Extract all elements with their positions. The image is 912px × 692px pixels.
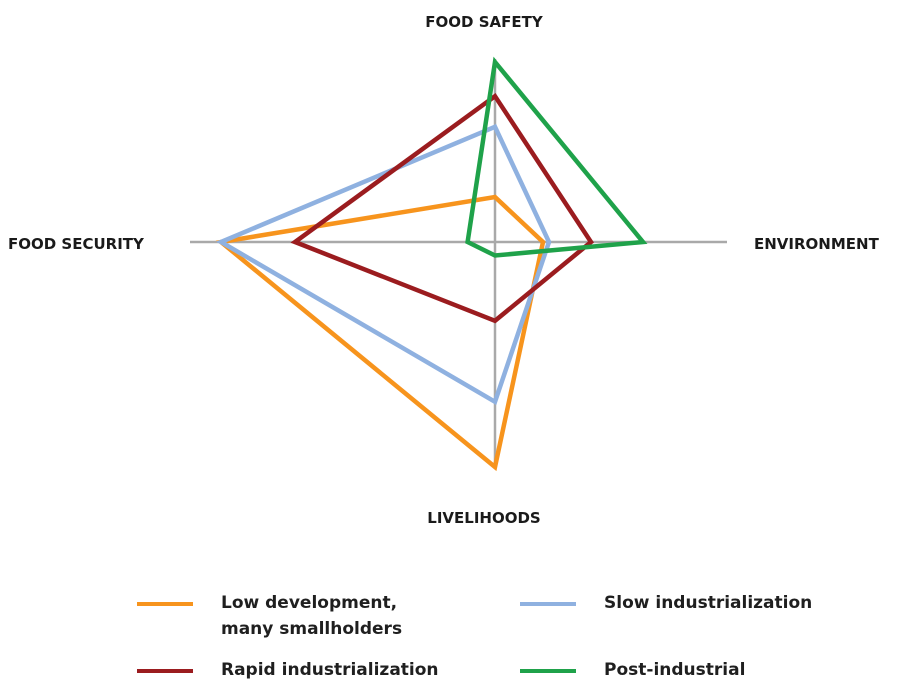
series-group	[215, 56, 648, 472]
axes	[190, 59, 727, 467]
series-rapid-industrialization	[290, 92, 594, 324]
axis-label-food-security: FOOD SECURITY	[8, 235, 145, 253]
legend-swatch-slow-industrialization	[520, 602, 576, 606]
radar-chart: FOOD SAFETY ENVIRONMENT LIVELIHOODS FOOD…	[8, 13, 880, 527]
legend-swatch-low-development	[137, 602, 193, 606]
series-post-industrial	[465, 56, 648, 258]
legend-label-post-industrial: Post-industrial	[604, 660, 746, 680]
legend-swatch-rapid-industrialization	[137, 669, 193, 673]
legend-item-post-industrial: Post-industrial	[520, 657, 745, 683]
legend-label-rapid-industrialization: Rapid industrialization	[221, 660, 439, 680]
axis-label-environment: ENVIRONMENT	[754, 235, 880, 253]
legend-label-low-development: Low development, many smallholders	[221, 593, 403, 639]
series-slow-industrialization	[215, 123, 552, 406]
legend: Low development, many smallholders Slow …	[0, 580, 912, 692]
legend-item-rapid-industrialization: Rapid industrialization	[137, 657, 439, 683]
legend-label-slow-industrialization: Slow industrialization	[604, 593, 813, 613]
axis-label-food-safety: FOOD SAFETY	[425, 13, 544, 31]
legend-item-slow-industrialization: Slow industrialization	[520, 590, 812, 616]
legend-item-low-development: Low development, many smallholders	[137, 590, 402, 642]
legend-swatch-post-industrial	[520, 669, 576, 673]
axis-label-livelihoods: LIVELIHOODS	[427, 509, 540, 527]
